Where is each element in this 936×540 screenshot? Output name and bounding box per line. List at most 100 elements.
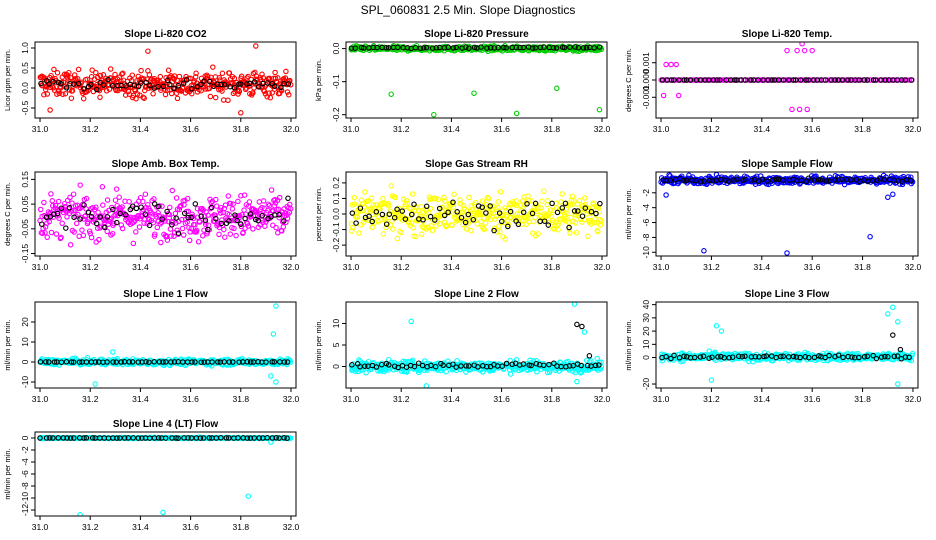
data-point-slope: [572, 44, 578, 50]
data-point-all: [218, 204, 224, 211]
data-point-all: [595, 228, 601, 235]
data-point-slope: [415, 360, 422, 366]
outlier-point-all: [245, 493, 252, 499]
data-point-slope: [908, 77, 915, 83]
data-point-slope: [417, 45, 424, 51]
data-point-slope: [722, 177, 729, 183]
outlier-point-all: [423, 383, 430, 388]
y-tick-label: -0.15: [20, 244, 30, 264]
data-point-all: [276, 194, 283, 201]
data-point-slope: [718, 353, 724, 360]
data-point-all: [226, 70, 233, 76]
data-point-slope: [349, 210, 356, 216]
outlier-point-all: [663, 192, 669, 198]
panel-title: Slope Line 2 Flow: [434, 289, 519, 300]
data-point-all: [457, 197, 463, 203]
data-point-all: [206, 85, 213, 92]
data-point-slope: [146, 222, 153, 229]
data-point-slope: [352, 45, 358, 51]
data-point-all: [451, 214, 458, 220]
x-tick-label: 31.4: [754, 394, 771, 404]
x-tick-label: 31.8: [854, 124, 871, 134]
outlier-point-all: [804, 106, 810, 113]
data-point-slope: [579, 213, 586, 219]
data-point-all: [492, 216, 498, 222]
y-tick-label: 0.05: [20, 196, 30, 213]
data-point-slope: [765, 77, 771, 83]
data-point-slope: [676, 175, 683, 182]
x-tick-label: 31.8: [233, 262, 250, 272]
data-point-slope: [537, 44, 544, 51]
data-point-slope: [698, 179, 704, 185]
data-point-slope: [524, 201, 530, 207]
data-point-all: [435, 196, 442, 203]
data-point-slope: [205, 226, 211, 233]
data-point-all: [188, 225, 195, 232]
data-point-slope: [487, 45, 494, 51]
points-group: [37, 434, 294, 516]
data-point-slope: [66, 205, 73, 211]
data-point-all: [164, 87, 171, 93]
data-point-slope: [454, 209, 460, 215]
data-point-all: [162, 91, 169, 98]
y-tick-label: -0.1: [331, 222, 341, 237]
outlier-point-all: [660, 92, 667, 99]
data-point-all: [104, 228, 110, 235]
x-tick-label: 32.0: [594, 124, 611, 134]
x-tick-label: 31.4: [132, 522, 149, 532]
data-point-all: [78, 79, 85, 85]
data-point-all: [502, 236, 509, 242]
data-point-slope: [276, 212, 282, 218]
plot-frame: [345, 301, 608, 389]
data-point-slope: [64, 435, 70, 441]
data-point-slope: [175, 230, 182, 236]
data-point-slope: [797, 354, 803, 361]
data-point-all: [88, 73, 95, 80]
data-point-slope: [726, 355, 732, 361]
data-point-slope: [861, 77, 868, 83]
data-point-all: [275, 206, 282, 213]
data-point-slope: [226, 218, 232, 224]
points-group: [348, 183, 605, 242]
data-point-all: [155, 210, 161, 216]
x-tick-label: 32.0: [283, 394, 300, 404]
data-point-all: [119, 204, 125, 210]
data-point-slope: [75, 80, 82, 87]
data-point-slope: [845, 77, 851, 83]
data-point-slope: [571, 208, 578, 214]
x-tick-label: 31.4: [132, 124, 149, 134]
data-point-all: [530, 358, 537, 364]
data-point-slope: [89, 435, 96, 441]
data-point-slope: [532, 200, 539, 207]
data-point-slope: [232, 212, 238, 218]
data-point-all: [273, 224, 279, 231]
data-point-all: [369, 224, 375, 231]
data-point-slope: [160, 83, 167, 90]
outlier-point-all: [273, 303, 279, 309]
data-point-slope: [285, 195, 291, 202]
y-tick-label: 0: [20, 435, 30, 440]
data-point-slope: [201, 359, 207, 365]
x-tick-label: 31.0: [343, 262, 360, 272]
data-point-all: [207, 205, 214, 212]
data-point-slope: [780, 353, 787, 360]
data-point-all: [909, 350, 916, 357]
data-point-all: [513, 202, 520, 209]
data-point-all: [413, 233, 419, 240]
data-point-slope: [173, 215, 179, 221]
y-axis-label: percent per min.: [314, 187, 323, 241]
data-point-slope: [872, 77, 879, 83]
outlier-point-all: [554, 85, 560, 92]
y-tick-label: -10: [641, 246, 651, 259]
data-point-slope: [269, 359, 275, 365]
data-point-slope: [462, 219, 469, 226]
y-tick-label: -4: [20, 458, 30, 466]
data-point-slope: [100, 82, 107, 88]
data-point-all: [112, 71, 118, 78]
data-point-slope: [47, 435, 53, 441]
data-point-slope: [864, 353, 871, 360]
figure-title: SPL_060831 2.5 Min. Slope Diagnostics: [361, 3, 576, 17]
outlier-point-slope: [586, 353, 593, 359]
data-point-all: [478, 218, 484, 225]
x-tick-label: 31.2: [703, 262, 720, 272]
